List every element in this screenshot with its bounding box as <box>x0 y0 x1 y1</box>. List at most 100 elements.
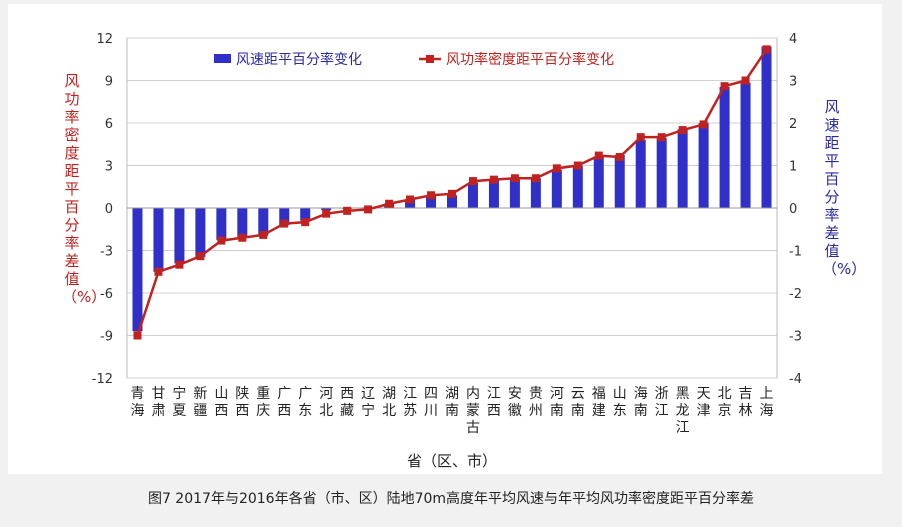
y-right-tick-label: -4 <box>789 372 802 387</box>
line-point <box>678 126 687 135</box>
y-axis-left-label: 风功率密度距平百分率差值（%） <box>62 72 106 306</box>
figure-caption: 图7 2017年与2016年各省（市、区）陆地70m高度年平均风速与年平均风功率… <box>147 491 755 507</box>
line-point <box>657 133 666 142</box>
legend-line-label: 风功率密度距平百分率变化 <box>446 51 614 68</box>
x-tick-label: 天津 <box>697 386 711 419</box>
x-tick-label: 云南 <box>571 386 585 419</box>
bar <box>216 208 227 240</box>
bar <box>572 165 583 208</box>
legend-bar-swatch <box>214 54 231 63</box>
line-point <box>699 120 708 129</box>
bar <box>530 178 541 208</box>
x-tick-label: 黑龙江 <box>676 386 690 436</box>
bar <box>761 46 772 208</box>
x-tick-label: 河南 <box>550 386 564 419</box>
x-tick-label: 广东 <box>298 386 312 419</box>
x-tick-label: 北京 <box>718 386 732 419</box>
x-tick-label: 海南 <box>634 386 648 419</box>
x-tick-label: 浙江 <box>655 386 669 419</box>
x-tick-label: 辽宁 <box>361 386 375 419</box>
x-tick-label: 四川 <box>424 386 438 419</box>
line-point <box>196 252 205 261</box>
x-tick-label: 新疆 <box>193 386 207 419</box>
y-left-tick-label: 9 <box>105 75 113 90</box>
bar <box>593 157 604 208</box>
y-right-tick-label: 2 <box>789 117 797 132</box>
line-point <box>385 199 394 208</box>
y-right-tick-label: 4 <box>789 32 797 47</box>
bar <box>614 154 625 208</box>
x-tick-label: 甘肃 <box>151 386 165 419</box>
x-tick-label: 上海 <box>760 386 774 419</box>
y-right-tick-label: 3 <box>789 75 797 90</box>
bar <box>405 199 416 208</box>
line-point <box>636 133 645 142</box>
bar <box>153 208 164 272</box>
y-left-tick-label: 0 <box>105 202 113 217</box>
bar <box>237 208 248 238</box>
x-tick-label: 湖北 <box>382 386 396 419</box>
bar <box>551 169 562 208</box>
x-tick-label: 重庆 <box>256 386 270 419</box>
y-right-tick-label: -3 <box>789 330 802 345</box>
y-left-tick-label: 6 <box>105 117 113 132</box>
legend-bar-label: 风速距平百分率变化 <box>236 51 362 68</box>
bar <box>174 208 185 264</box>
x-tick-label: 西藏 <box>340 386 354 419</box>
bar <box>426 195 437 208</box>
y-left-tick-label: -6 <box>100 287 113 302</box>
line-point <box>217 236 226 245</box>
x-tick-label: 安徽 <box>508 386 522 419</box>
line-point <box>154 267 163 276</box>
x-tick-label: 宁夏 <box>172 385 186 419</box>
y-right-tick-label: 0 <box>789 202 797 217</box>
line-point <box>741 76 750 85</box>
line-point <box>238 233 247 242</box>
line-point <box>762 45 771 54</box>
x-tick-label: 河北 <box>319 386 333 419</box>
bar <box>677 129 688 208</box>
x-tick-label: 陕西 <box>235 386 249 419</box>
line-point <box>259 230 268 239</box>
bar <box>279 208 290 225</box>
bar <box>635 140 646 208</box>
y-left-tick-label: -9 <box>100 330 113 345</box>
line-point <box>573 161 582 170</box>
bar <box>656 137 667 208</box>
line-point <box>343 206 352 215</box>
line-point <box>301 218 310 227</box>
line-point <box>468 177 477 186</box>
line-point <box>594 151 603 160</box>
line-point <box>615 153 624 161</box>
line-point <box>552 164 561 173</box>
x-tick-label: 青海 <box>130 386 144 419</box>
y-axis-right-label: 风速距平百分率差值（%） <box>822 98 866 278</box>
y-right-tick-label: 1 <box>789 160 797 175</box>
x-axis-label: 省（区、市） <box>407 452 497 470</box>
x-tick-label: 福建 <box>592 386 606 419</box>
x-tick-label: 贵州 <box>529 386 543 419</box>
x-tick-label: 吉林 <box>739 386 753 419</box>
x-tick-label: 江苏 <box>403 386 417 419</box>
line-point <box>448 189 456 198</box>
line-point <box>531 174 540 183</box>
bar <box>195 208 206 257</box>
y-left-tick-label: -12 <box>92 372 113 387</box>
bar <box>509 178 520 208</box>
y-left-tick-label: -3 <box>100 245 113 260</box>
line-point <box>175 260 184 269</box>
line-point <box>133 331 142 340</box>
x-tick-label: 广西 <box>277 386 291 419</box>
bar <box>447 195 457 208</box>
y-left-tick-label: 3 <box>105 160 113 175</box>
bar <box>258 208 269 236</box>
bar <box>132 208 143 332</box>
x-tick-label: 山东 <box>613 386 627 419</box>
line-point <box>720 82 729 91</box>
x-tick-label: 江西 <box>487 386 501 419</box>
line-point <box>280 219 289 228</box>
y-right-tick-label: -1 <box>789 245 802 260</box>
chart-svg: 12 4 9 3 6 2 3 1 0 0 -3 -1 -6 -2 -9 -3 -12 -4 青海甘肃宁夏新疆山西陕西… <box>92 32 802 470</box>
line-point <box>510 174 519 183</box>
